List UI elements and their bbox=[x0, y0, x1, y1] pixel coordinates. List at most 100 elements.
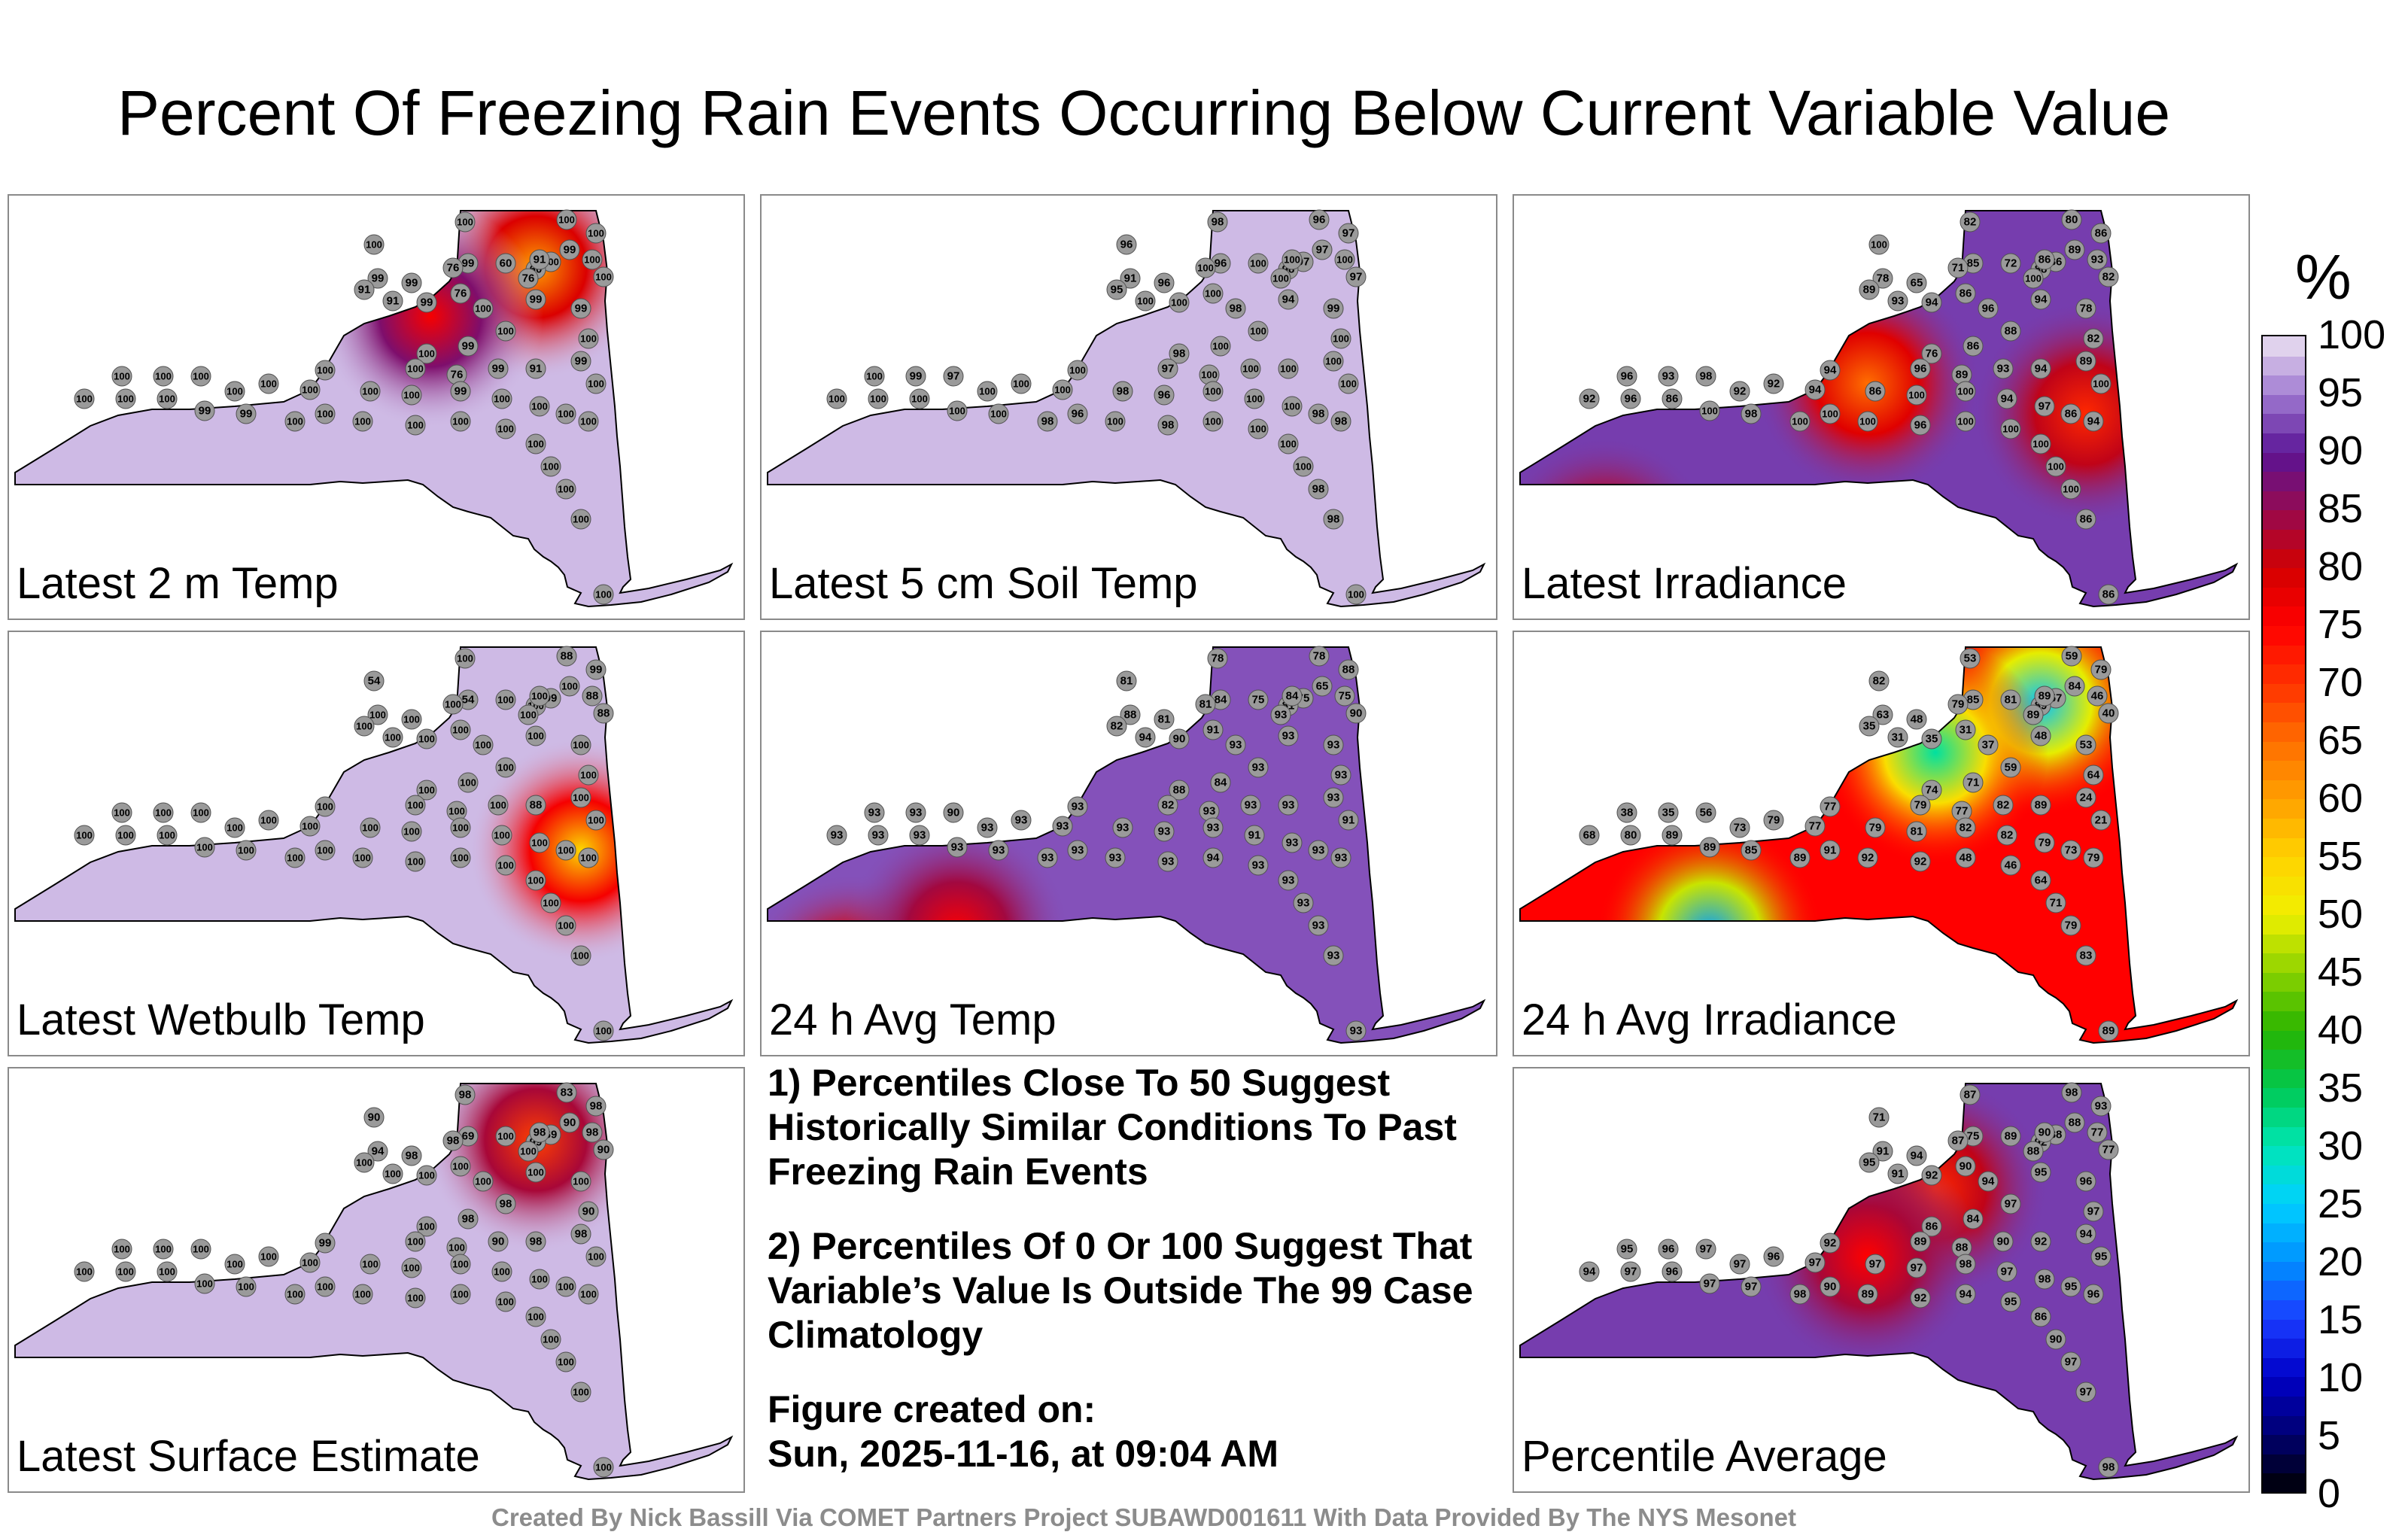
colorbar-band bbox=[2263, 1184, 2305, 1204]
colorbar-band bbox=[2263, 1473, 2305, 1493]
station-marker: 89 bbox=[2000, 1126, 2021, 1147]
svg-text:53: 53 bbox=[2080, 739, 2093, 752]
station-marker: 99 bbox=[401, 272, 422, 293]
station-marker: 91 bbox=[1872, 1141, 1893, 1162]
station-marker: 100 bbox=[529, 1269, 550, 1290]
colorbar-band bbox=[2263, 1068, 2305, 1089]
svg-text:100: 100 bbox=[475, 303, 491, 315]
station-marker: 97 bbox=[1729, 1254, 1750, 1275]
station-marker: 100 bbox=[529, 396, 550, 417]
svg-text:96: 96 bbox=[1158, 277, 1171, 290]
station-marker: 100 bbox=[367, 704, 388, 725]
svg-text:100: 100 bbox=[979, 386, 996, 397]
station-marker: 97 bbox=[1906, 1257, 1927, 1278]
svg-text:82: 82 bbox=[1960, 822, 1972, 834]
station-marker: 90 bbox=[363, 1107, 385, 1128]
svg-text:89: 89 bbox=[2039, 690, 2051, 703]
svg-text:94: 94 bbox=[1583, 1266, 1596, 1278]
svg-text:89: 89 bbox=[2069, 244, 2081, 257]
svg-text:91: 91 bbox=[358, 284, 371, 296]
station-marker: 97 bbox=[943, 366, 964, 387]
svg-text:87: 87 bbox=[1964, 1089, 1977, 1102]
svg-text:93: 93 bbox=[1252, 859, 1265, 872]
state-fill bbox=[768, 647, 1484, 1043]
station-marker: 96 bbox=[1309, 209, 1330, 230]
svg-text:93: 93 bbox=[2091, 254, 2104, 266]
station-marker: 100 bbox=[570, 787, 591, 808]
station-marker: 100 bbox=[2045, 456, 2066, 477]
station-marker: 96 bbox=[1154, 272, 1175, 293]
station-marker: 97 bbox=[1695, 1239, 1716, 1260]
svg-text:31: 31 bbox=[1960, 724, 1972, 737]
station-marker: 100 bbox=[299, 379, 321, 400]
svg-text:53: 53 bbox=[1964, 652, 1977, 665]
station-marker: 81 bbox=[2000, 689, 2021, 710]
svg-text:88: 88 bbox=[586, 690, 599, 703]
svg-text:92: 92 bbox=[1583, 393, 1596, 406]
station-marker: 100 bbox=[518, 1141, 539, 1162]
svg-text:98: 98 bbox=[586, 1126, 599, 1139]
colorbar-band bbox=[2263, 336, 2305, 357]
station-marker: 100 bbox=[284, 1284, 306, 1305]
colorbar-band bbox=[2263, 1242, 2305, 1262]
station-marker: 76 bbox=[518, 268, 539, 289]
colorbar-band bbox=[2263, 760, 2305, 780]
station-marker: 86 bbox=[2060, 403, 2081, 424]
station-marker: 100 bbox=[1244, 388, 1265, 409]
station-marker: 100 bbox=[1011, 373, 1032, 394]
station-marker: 100 bbox=[1202, 381, 1224, 402]
station-marker: 100 bbox=[401, 709, 422, 730]
station-marker: 94 bbox=[2075, 1223, 2096, 1245]
station-marker: 89 bbox=[1662, 825, 1683, 846]
station-marker: 75 bbox=[1334, 685, 1355, 707]
colorbar-band bbox=[2263, 875, 2305, 896]
svg-text:100: 100 bbox=[911, 394, 928, 405]
station-marker: 100 bbox=[405, 358, 426, 379]
station-marker: 94 bbox=[367, 1141, 388, 1162]
station-marker: 79 bbox=[1947, 694, 1969, 715]
station-marker: 100 bbox=[74, 388, 95, 409]
svg-text:89: 89 bbox=[2005, 1130, 2017, 1143]
svg-text:100: 100 bbox=[445, 699, 461, 710]
station-marker: 100 bbox=[525, 870, 546, 891]
svg-text:100: 100 bbox=[520, 1146, 537, 1157]
svg-text:100: 100 bbox=[407, 420, 424, 431]
station-marker: 100 bbox=[495, 689, 516, 710]
colorbar-band bbox=[2263, 682, 2305, 704]
station-marker: 100 bbox=[1067, 360, 1088, 381]
svg-text:99: 99 bbox=[455, 385, 467, 398]
svg-text:100: 100 bbox=[448, 1242, 465, 1254]
svg-text:100: 100 bbox=[494, 830, 510, 841]
svg-text:90: 90 bbox=[1997, 1236, 2010, 1248]
svg-text:91: 91 bbox=[1824, 844, 1837, 857]
svg-text:100: 100 bbox=[580, 1289, 597, 1300]
station-marker: 100 bbox=[473, 298, 494, 319]
station-marker: 100 bbox=[495, 855, 516, 876]
station-marker: 89 bbox=[2064, 239, 2085, 260]
station-marker: 94 bbox=[1955, 1284, 1976, 1305]
station-marker: 79 bbox=[1910, 795, 1931, 816]
station-marker: 100 bbox=[405, 851, 426, 872]
svg-text:98: 98 bbox=[1312, 408, 1325, 421]
svg-text:93: 93 bbox=[1057, 820, 1069, 833]
svg-text:88: 88 bbox=[597, 707, 610, 720]
svg-text:100: 100 bbox=[354, 416, 371, 427]
station-marker: 100 bbox=[525, 1306, 546, 1327]
svg-text:90: 90 bbox=[1960, 1160, 1972, 1173]
station-marker: 100 bbox=[416, 343, 437, 364]
station-marker: 92 bbox=[2030, 1231, 2051, 1252]
svg-text:100: 100 bbox=[354, 853, 371, 864]
svg-text:100: 100 bbox=[114, 807, 130, 819]
station-marker: 100 bbox=[1699, 400, 1720, 421]
station-marker: 100 bbox=[555, 479, 576, 500]
svg-text:98: 98 bbox=[2066, 1087, 2078, 1099]
station-marker: 89 bbox=[2075, 351, 2096, 372]
colorbar-band bbox=[2263, 625, 2305, 646]
svg-text:100: 100 bbox=[1325, 356, 1342, 367]
state-border bbox=[1519, 210, 2239, 608]
svg-text:100: 100 bbox=[497, 1131, 514, 1142]
colorbar-band bbox=[2263, 971, 2305, 992]
station-marker: 100 bbox=[473, 734, 494, 755]
svg-text:100: 100 bbox=[528, 1312, 544, 1323]
svg-text:99: 99 bbox=[1327, 302, 1340, 315]
